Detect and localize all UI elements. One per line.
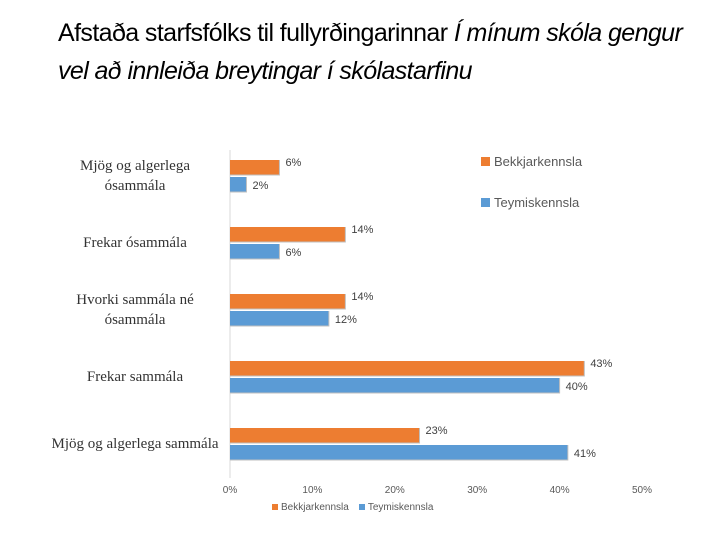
bar-edge <box>230 445 569 461</box>
bar <box>230 428 420 443</box>
data-label: 2% <box>252 180 268 192</box>
bar-edge <box>230 378 561 394</box>
legend-bottom-label-bekkjarkennsla: Bekkjarkennsla <box>281 502 349 513</box>
bar <box>230 445 568 460</box>
x-tick-label: 20% <box>385 485 405 496</box>
bar <box>230 227 346 242</box>
bar-edge <box>230 294 346 310</box>
legend-bottom-swatch-teymiskennsla <box>358 504 365 510</box>
data-label: 14% <box>351 224 373 236</box>
legend-bottom-item-bekkjarkennsla: Bekkjarkennsla <box>272 502 349 513</box>
legend-item-bekkjarkennsla: Bekkjarkennsla <box>481 154 582 169</box>
bar <box>230 244 280 259</box>
category-label: Mjög og algerlega sammála <box>51 436 219 452</box>
bar-edge <box>230 428 421 444</box>
bar-edge <box>230 311 330 327</box>
bar <box>230 311 329 326</box>
data-label: 6% <box>285 247 301 259</box>
title-part1: Afstaða starfsfólks til fullyrðingarinna… <box>58 19 454 47</box>
legend-swatch-teymiskennsla <box>481 198 490 207</box>
category-label: Frekar sammála <box>86 369 184 385</box>
x-tick-label: 10% <box>302 485 322 496</box>
bar-edge <box>230 177 247 193</box>
bar-edge <box>230 244 280 260</box>
title-part2: Í mínum skóla gengur vel að innleiða bre… <box>58 19 683 85</box>
category-label: Hvorki sammála né ósammála <box>76 292 194 328</box>
legend-label-bekkjarkennsla: Bekkjarkennsla <box>494 154 583 169</box>
x-tick-label: 30% <box>467 485 487 496</box>
x-tick-label: 40% <box>550 485 570 496</box>
data-label: 6% <box>285 157 301 169</box>
data-label: 14% <box>351 291 373 303</box>
bar-edge <box>230 160 280 176</box>
bar-edge <box>230 361 585 377</box>
bar <box>230 378 560 393</box>
legend-label-teymiskennsla: Teymiskennsla <box>494 195 580 210</box>
data-label: 12% <box>335 314 357 326</box>
x-tick-label: 50% <box>632 485 652 496</box>
legend-swatch-bekkjarkennsla <box>481 157 490 166</box>
legend-bottom-label-teymiskennsla: Teymiskennsla <box>367 502 434 513</box>
data-label: 41% <box>574 448 596 460</box>
legend-bottom: Bekkjarkennsla Teymiskennsla <box>272 502 433 513</box>
bar <box>230 177 247 192</box>
data-label: 23% <box>426 425 448 437</box>
category-label: Mjög og algerlega ósammála <box>80 158 190 194</box>
chart-title: Afstaða starfsfólks til fullyrðingarinna… <box>58 14 698 90</box>
legend-bottom-swatch-bekkjarkennsla <box>272 504 278 510</box>
bar <box>230 361 585 376</box>
bar <box>230 160 280 175</box>
bar <box>230 294 346 309</box>
data-label: 43% <box>590 358 612 370</box>
legend-item-teymiskennsla: Teymiskennsla <box>481 195 579 210</box>
x-tick-label: 0% <box>223 485 238 496</box>
data-label: 40% <box>566 381 588 393</box>
legend-bottom-item-teymiskennsla: Teymiskennsla <box>358 502 434 513</box>
category-label: Frekar ósammála <box>83 235 187 251</box>
bar-edge <box>230 227 346 243</box>
